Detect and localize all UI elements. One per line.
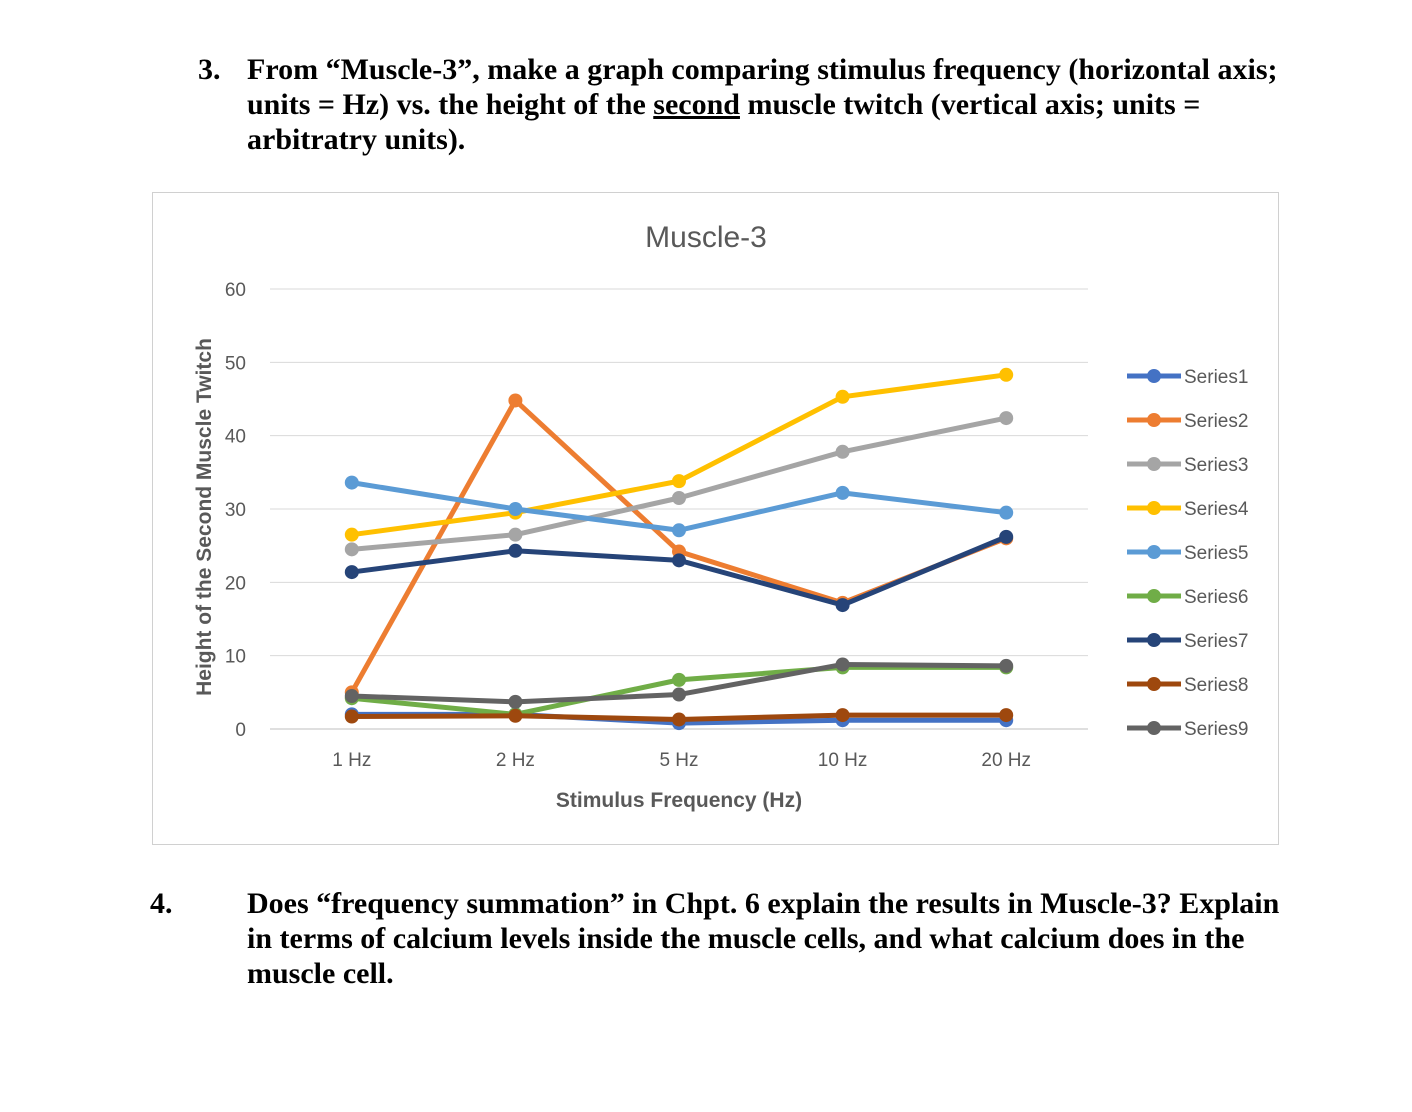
legend-label: Series9 — [1184, 719, 1248, 740]
data-point — [344, 542, 359, 557]
legend-label: Series6 — [1184, 587, 1248, 608]
question-4-text: Does “frequency summation” in Chpt. 6 ex… — [247, 887, 1280, 990]
y-tick-label: 30 — [225, 500, 246, 521]
data-point — [835, 444, 850, 459]
data-point — [835, 657, 850, 672]
legend-label: Series1 — [1184, 367, 1248, 388]
legend-swatch-marker — [1147, 545, 1161, 559]
data-point — [835, 708, 850, 723]
y-tick-label: 50 — [225, 353, 246, 374]
question-3-text-before: From “Muscle-3”, make a graph comparing … — [247, 53, 1278, 121]
legend-label: Series3 — [1184, 455, 1248, 476]
legend-swatch-marker — [1147, 457, 1161, 471]
x-tick-label: 5 Hz — [659, 750, 698, 771]
data-point — [672, 712, 686, 727]
data-point — [835, 485, 850, 500]
legend-label: Series4 — [1184, 499, 1249, 520]
question-3-number: 3. — [198, 53, 221, 86]
x-tick-label: 2 Hz — [496, 750, 535, 771]
legend-swatch-marker — [1147, 677, 1161, 691]
x-tick-label: 20 Hz — [981, 750, 1031, 771]
y-tick-label: 40 — [225, 427, 246, 448]
chart-container: Muscle-3 0 10 20 30 40 50 60 1 Hz 2 Hz 5 Hz 10 Hz 20… — [152, 192, 1279, 845]
data-point — [999, 411, 1014, 426]
y-tick-label: 0 — [235, 720, 246, 741]
legend-swatch-marker — [1147, 413, 1161, 427]
data-point — [344, 527, 359, 542]
y-tick-label: 20 — [225, 573, 246, 594]
question-4-number: 4. — [150, 887, 173, 920]
series-line-4 — [349, 372, 1009, 538]
legend-label: Series2 — [1184, 411, 1248, 432]
data-point — [672, 474, 686, 489]
question-3-text: From “Muscle-3”, make a graph comparing … — [247, 52, 1307, 157]
y-tick-label: 60 — [225, 280, 246, 301]
data-point — [508, 708, 523, 723]
data-point — [999, 529, 1014, 544]
data-point — [344, 709, 359, 724]
data-point — [835, 389, 850, 404]
x-tick-label: 10 Hz — [818, 750, 868, 771]
data-point — [999, 505, 1014, 520]
data-point — [508, 694, 523, 709]
data-point — [999, 658, 1014, 673]
x-tick-label: 1 Hz — [332, 750, 371, 771]
y-axis-label: Height of the Second Muscle Twitch — [193, 338, 216, 696]
question-3-underlined-word: second — [653, 88, 740, 121]
data-point — [999, 367, 1014, 382]
legend-label: Series7 — [1184, 631, 1248, 652]
data-point — [508, 502, 523, 516]
legend-swatch-marker — [1147, 633, 1161, 647]
data-point — [672, 672, 686, 687]
data-point — [672, 687, 686, 702]
data-point — [508, 543, 523, 558]
data-point — [344, 565, 359, 580]
data-point — [508, 393, 523, 408]
data-point — [835, 598, 850, 613]
question-3-text-after: muscle twitch (vertical axis; units = ar… — [247, 88, 1201, 156]
data-point — [672, 491, 686, 505]
y-tick-label: 10 — [225, 647, 246, 668]
line-chart: Muscle-3 0 10 20 30 40 50 60 1 Hz 2 Hz 5 Hz 10 Hz 20… — [193, 221, 1249, 812]
x-axis-label: Stimulus Frequency (Hz) — [556, 789, 802, 812]
chart-title: Muscle-3 — [645, 221, 767, 254]
data-point — [672, 553, 686, 568]
legend-label: Series8 — [1184, 675, 1248, 696]
data-point — [344, 689, 359, 703]
data-point — [508, 527, 523, 542]
data-point — [999, 708, 1014, 723]
legend-swatch-marker — [1147, 369, 1161, 383]
data-point — [344, 475, 359, 490]
legend-swatch-marker — [1147, 589, 1161, 603]
legend-swatch-marker — [1147, 501, 1161, 515]
data-point — [672, 523, 686, 538]
legend-swatch-marker — [1147, 721, 1161, 735]
legend-label: Series5 — [1184, 543, 1248, 564]
